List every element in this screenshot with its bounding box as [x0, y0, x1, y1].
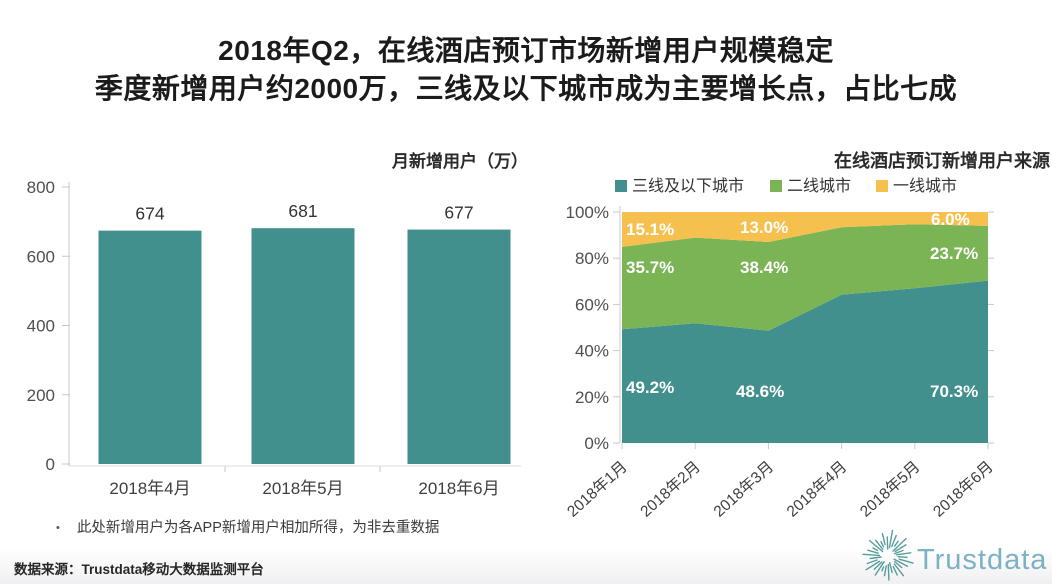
monthly-new-users-bar-chart: 0 200 400 600 800 674 2018年4月 681 2018年5月 677 2018…: [0, 140, 540, 520]
trustdata-wordmark: Trustdata: [917, 544, 1047, 577]
area-value-label: 35.7%: [626, 258, 674, 277]
page-title-line-1: 2018年Q2，在线酒店预订市场新增用户规模稳定: [0, 32, 1052, 70]
area-y-tick-label: 20%: [575, 388, 609, 407]
area-value-label: 38.4%: [740, 258, 788, 277]
bar-y-tick-label: 400: [27, 317, 55, 336]
area-x-tick-label: 2018年3月: [710, 458, 777, 521]
bar-value-label: 681: [288, 201, 317, 221]
bar-category-label: 2018年6月: [418, 479, 499, 498]
sunburst-ray: [863, 554, 879, 555]
sunburst-ray: [890, 563, 892, 573]
trustdata-sunburst-icon: [858, 525, 918, 587]
area-y-tick-label: 60%: [575, 295, 609, 314]
legend-swatch: [615, 180, 627, 192]
sunburst-ray: [885, 566, 887, 576]
sunburst-ray: [873, 548, 878, 551]
bar-value-label: 677: [444, 203, 473, 223]
bar-y-tick-label: 800: [27, 178, 55, 197]
area-y-tick-label: 0%: [584, 434, 609, 453]
sunburst-ray: [888, 565, 889, 580]
page-title-line-2: 季度新增用户约2000万，三线及以下城市成为主要增长点，占比七成: [0, 70, 1052, 108]
area-x-tick-label: 2018年2月: [637, 458, 704, 521]
footnote-text: 此处新增用户为各APP新增用户相加所得，为非去重数据: [77, 520, 440, 536]
area-value-label: 48.6%: [736, 382, 784, 401]
area-x-tick-label: 2018年4月: [783, 458, 850, 521]
area-y-tick-label: 100%: [566, 203, 609, 222]
legend-label: 一线城市: [893, 177, 957, 195]
area-value-label: 15.1%: [626, 220, 674, 239]
sunburst-ray: [898, 557, 907, 558]
legend-swatch: [770, 180, 782, 192]
area-value-label: 13.0%: [740, 218, 788, 237]
area-value-label: 6.0%: [931, 210, 970, 229]
legend-label: 二线城市: [787, 177, 851, 195]
data-source: 数据来源：Trustdata移动大数据监测平台: [14, 558, 264, 578]
bar-y-tick-label: 0: [46, 455, 55, 474]
area-value-label: 49.2%: [626, 378, 674, 397]
bar-category-label: 2018年5月: [262, 479, 343, 498]
sunburst-ray: [882, 534, 885, 545]
sunburst-ray: [881, 542, 884, 547]
sunburst-ray: [882, 567, 884, 571]
bar: [408, 230, 511, 464]
sunburst-ray: [867, 560, 877, 564]
area-value-label: 70.3%: [930, 382, 978, 401]
bar: [99, 231, 202, 464]
sunburst-ray: [895, 541, 899, 546]
area-chart-title: 在线酒店预订新增用户来源: [834, 150, 1050, 171]
bar-y-tick-label: 200: [27, 386, 55, 405]
bar-category-label: 2018年4月: [109, 479, 190, 498]
bar-chart-title: 月新增用户（万）: [391, 151, 528, 171]
area-x-tick-label: 2018年1月: [564, 458, 631, 521]
sunburst-ray: [870, 557, 881, 559]
legend-swatch: [876, 180, 888, 192]
area-x-tick-label: 2018年5月: [856, 458, 923, 521]
area-value-label: 23.7%: [930, 244, 978, 263]
area-y-tick-label: 40%: [575, 342, 609, 361]
area-x-tick-label: 2018年6月: [930, 458, 997, 521]
page-title: 2018年Q2，在线酒店预订市场新增用户规模稳定 季度新增用户约2000万，三线…: [0, 32, 1052, 108]
footnote-bullet-icon: •: [56, 522, 60, 534]
bar-y-tick-label: 600: [27, 247, 55, 266]
bar-value-label: 674: [135, 204, 164, 224]
chart-footnote: • 此处新增用户为各APP新增用户相加所得，为非去重数据: [56, 516, 439, 537]
sunburst-ray: [897, 553, 911, 555]
bar: [252, 228, 355, 464]
area-y-tick-label: 80%: [575, 249, 609, 268]
legend-label: 三线及以下城市: [632, 177, 744, 195]
